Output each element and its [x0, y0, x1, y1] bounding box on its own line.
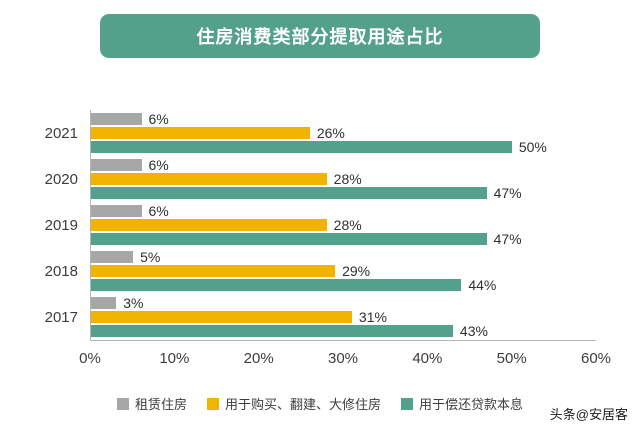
x-axis-tick: 60%: [580, 350, 612, 367]
bar-line: 5%: [91, 249, 596, 265]
bar-value-label: 29%: [342, 263, 371, 279]
bar-renovation: [91, 219, 327, 231]
bar-value-label: 6%: [148, 157, 169, 173]
y-axis-label: 2018: [44, 262, 78, 280]
legend-swatch-rent: [116, 397, 129, 410]
x-axis-tick: 30%: [327, 350, 359, 367]
x-axis-tick: 20%: [243, 350, 274, 367]
bar-value-label: 6%: [148, 111, 169, 127]
bar-loan: [91, 325, 453, 337]
bar-rent: [91, 297, 117, 309]
watermark: 头条@安居客: [545, 404, 628, 423]
bar-value-label: 28%: [333, 217, 362, 233]
legend-label: 用于购买、翻建、大修住房: [224, 397, 381, 412]
bar-rent: [91, 251, 134, 263]
bar-line: 6%: [91, 203, 596, 219]
legend-label: 租赁住房: [134, 397, 187, 412]
bar-value-label: 5%: [140, 249, 161, 265]
bar-loan: [91, 187, 487, 199]
bar-value-label: 6%: [148, 203, 169, 219]
legend-swatch-renovation: [206, 397, 219, 410]
bar-renovation: [91, 127, 310, 139]
bar-line: 47%: [91, 185, 596, 201]
bar-value-label: 47%: [493, 231, 522, 247]
y-axis-label: 2019: [44, 216, 78, 234]
bar-line: 26%: [91, 125, 596, 141]
bar-value-label: 3%: [123, 295, 144, 311]
bar-renovation: [91, 173, 327, 185]
bar-renovation: [91, 265, 336, 277]
bar-value-label: 50%: [518, 139, 547, 155]
legend-item-loan: 用于偿还贷款本息: [401, 394, 523, 413]
x-axis: 0% 10% 20% 30% 40% 50% 60%: [79, 340, 611, 375]
bar-value-label: 31%: [358, 309, 387, 325]
bar-loan: [91, 279, 462, 291]
bar-rent: [91, 159, 142, 171]
bar-value-label: 44%: [468, 277, 497, 293]
chart-row: 2019 6% 28% 47%: [30, 202, 596, 248]
bar-value-label: 26%: [316, 125, 345, 141]
legend-item-renovation: 用于购买、翻建、大修住房: [206, 394, 381, 413]
bar-loan: [91, 233, 487, 245]
y-axis-label: 2021: [44, 124, 78, 142]
legend-item-rent: 租赁住房: [116, 394, 187, 413]
plot-area: 2021 6% 26% 50% 2020 6% 28% 47% 2019 6% 28% 47% 2018…: [30, 110, 596, 340]
chart-row: 2017 3% 31% 43%: [30, 294, 596, 340]
y-axis-label: 2020: [44, 170, 78, 188]
x-axis-tick: 10%: [159, 350, 190, 367]
bar-loan: [91, 141, 512, 153]
chart-row: 2018 5% 29% 44%: [30, 248, 596, 294]
bar-group: 3% 31% 43%: [90, 294, 596, 340]
bar-group: 5% 29% 44%: [90, 248, 596, 294]
bar-line: 50%: [91, 139, 596, 155]
bar-line: 29%: [91, 263, 596, 279]
bar-line: 28%: [91, 217, 596, 233]
x-axis-tick: 40%: [412, 350, 443, 367]
legend: 租赁住房 用于购买、翻建、大修住房 用于偿还贷款本息: [0, 394, 640, 413]
bar-renovation: [91, 311, 352, 323]
bar-group: 6% 26% 50%: [90, 110, 596, 156]
x-axis-tick: 0%: [79, 350, 101, 367]
bar-value-label: 47%: [493, 185, 522, 201]
bar-rent: [91, 205, 142, 217]
x-axis-tick: 50%: [496, 350, 527, 367]
chart-title: 住房消费类部分提取用途占比: [100, 14, 540, 58]
y-axis-label: 2017: [44, 308, 78, 326]
chart-row: 2020 6% 28% 47%: [30, 156, 596, 202]
bar-group: 6% 28% 47%: [90, 156, 596, 202]
legend-swatch-loan: [401, 397, 413, 410]
bar-value-label: 28%: [333, 171, 362, 187]
bar-line: 6%: [91, 157, 596, 173]
bar-line: 44%: [91, 277, 596, 293]
legend-label: 用于偿还贷款本息: [419, 397, 524, 412]
bar-value-label: 43%: [459, 323, 488, 339]
bar-rent: [91, 113, 142, 125]
bar-line: 28%: [91, 171, 596, 187]
bar-line: 3%: [91, 295, 596, 311]
bar-line: 43%: [91, 323, 596, 339]
chart-row: 2021 6% 26% 50%: [30, 110, 596, 156]
bar-line: 47%: [91, 231, 596, 247]
bar-group: 6% 28% 47%: [90, 202, 596, 248]
chart: 2021 6% 26% 50% 2020 6% 28% 47% 2019 6% 28% 47% 2018…: [30, 110, 611, 375]
bar-line: 6%: [91, 111, 596, 127]
bar-line: 31%: [91, 309, 596, 325]
